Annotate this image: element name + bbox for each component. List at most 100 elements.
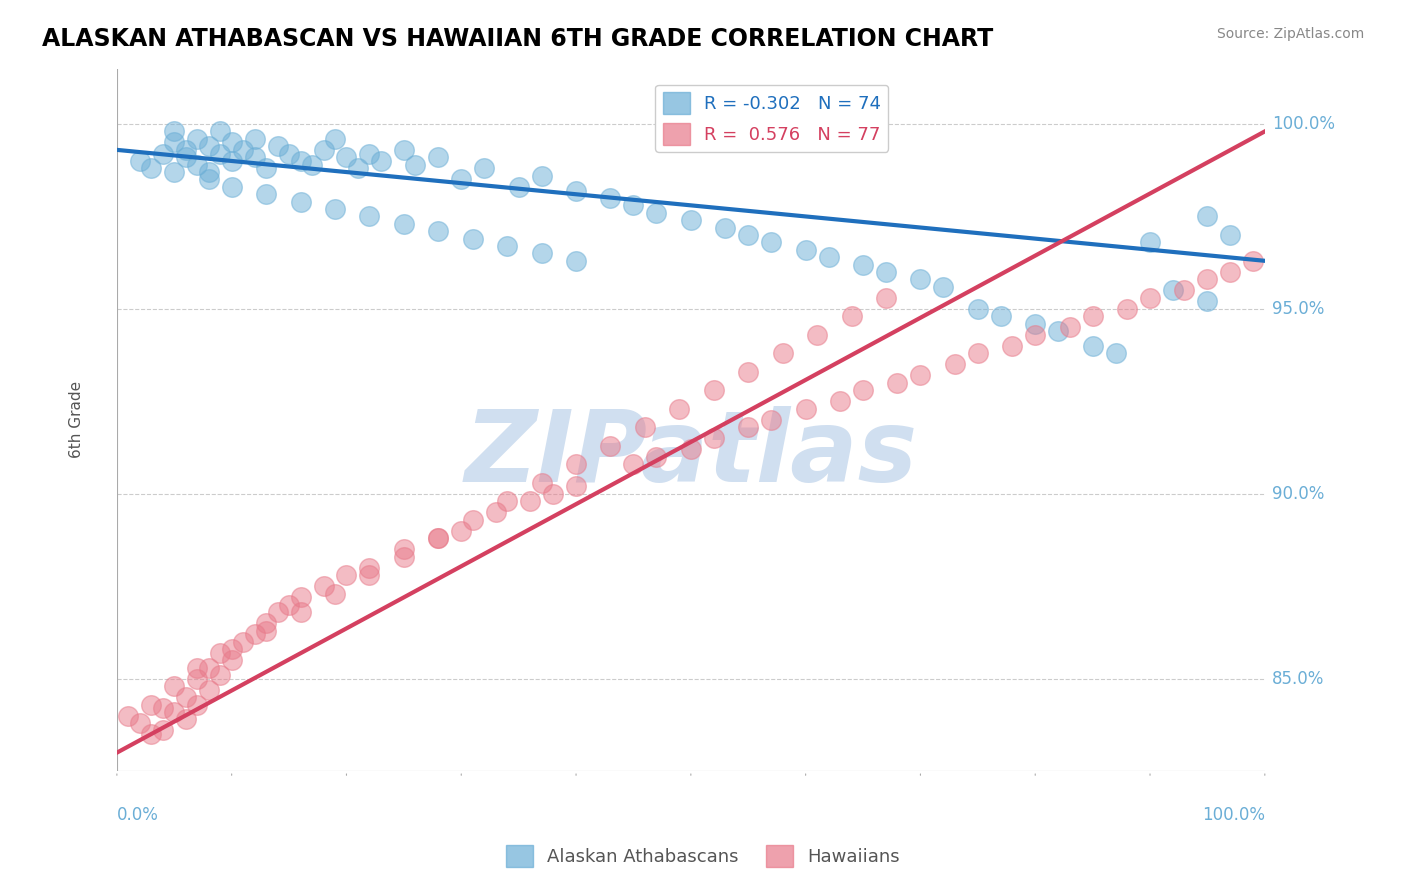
Point: [163, 124, 186, 138]
Point: [128, 716, 150, 731]
Point: [828, 394, 851, 409]
Point: [209, 646, 232, 660]
Point: [392, 549, 415, 564]
Text: 100.0%: 100.0%: [1202, 806, 1265, 824]
Point: [243, 627, 266, 641]
Point: [472, 161, 495, 176]
Text: 85.0%: 85.0%: [1272, 670, 1324, 688]
Point: [359, 210, 381, 224]
Point: [141, 161, 163, 176]
Point: [714, 220, 737, 235]
Point: [565, 184, 588, 198]
Point: [886, 376, 908, 390]
Point: [174, 712, 197, 726]
Point: [128, 153, 150, 168]
Point: [290, 194, 312, 209]
Point: [943, 357, 966, 371]
Point: [496, 239, 519, 253]
Point: [1104, 346, 1126, 360]
Point: [254, 616, 277, 631]
Point: [1219, 227, 1241, 242]
Point: [737, 365, 759, 379]
Point: [623, 198, 645, 212]
Point: [163, 679, 186, 693]
Point: [761, 235, 783, 250]
Point: [254, 624, 277, 638]
Text: ALASKAN ATHABASCAN VS HAWAIIAN 6TH GRADE CORRELATION CHART: ALASKAN ATHABASCAN VS HAWAIIAN 6TH GRADE…: [42, 27, 994, 51]
Point: [197, 660, 219, 674]
Point: [117, 708, 139, 723]
Point: [450, 524, 472, 538]
Point: [737, 420, 759, 434]
Point: [197, 139, 219, 153]
Point: [254, 161, 277, 176]
Point: [186, 158, 208, 172]
Point: [335, 568, 357, 582]
Point: [209, 124, 232, 138]
Point: [910, 368, 932, 383]
Point: [290, 591, 312, 605]
Point: [141, 727, 163, 741]
Point: [1197, 210, 1219, 224]
Text: 100.0%: 100.0%: [1272, 115, 1334, 133]
Point: [1173, 284, 1195, 298]
Point: [852, 383, 875, 397]
Point: [427, 150, 450, 164]
Legend: Alaskan Athabascans, Hawaiians: Alaskan Athabascans, Hawaiians: [499, 838, 907, 874]
Point: [910, 272, 932, 286]
Point: [427, 224, 450, 238]
Point: [347, 161, 370, 176]
Point: [634, 420, 657, 434]
Point: [645, 205, 668, 219]
Point: [186, 672, 208, 686]
Point: [1139, 291, 1161, 305]
Point: [966, 301, 988, 316]
Point: [197, 682, 219, 697]
Point: [737, 227, 759, 242]
Point: [427, 531, 450, 545]
Point: [530, 169, 553, 183]
Point: [243, 150, 266, 164]
Point: [278, 146, 301, 161]
Point: [163, 705, 186, 719]
Point: [323, 587, 346, 601]
Point: [852, 258, 875, 272]
Point: [221, 653, 243, 667]
Point: [1219, 265, 1241, 279]
Point: [186, 132, 208, 146]
Text: 6th Grade: 6th Grade: [69, 381, 84, 458]
Point: [221, 136, 243, 150]
Point: [209, 668, 232, 682]
Point: [266, 139, 288, 153]
Point: [312, 143, 335, 157]
Point: [254, 187, 277, 202]
Point: [1197, 294, 1219, 309]
Point: [679, 442, 702, 457]
Point: [508, 179, 530, 194]
Point: [266, 605, 288, 619]
Point: [1116, 301, 1139, 316]
Point: [221, 153, 243, 168]
Point: [990, 310, 1012, 324]
Point: [1081, 339, 1104, 353]
Point: [599, 191, 621, 205]
Point: [404, 158, 426, 172]
Point: [794, 243, 817, 257]
Point: [186, 660, 208, 674]
Point: [668, 401, 690, 416]
Point: [323, 202, 346, 216]
Point: [209, 146, 232, 161]
Text: 90.0%: 90.0%: [1272, 484, 1324, 503]
Point: [966, 346, 988, 360]
Point: [197, 172, 219, 186]
Point: [392, 542, 415, 557]
Point: [152, 701, 174, 715]
Point: [186, 698, 208, 712]
Point: [794, 401, 817, 416]
Point: [806, 327, 828, 342]
Point: [565, 457, 588, 471]
Point: [461, 513, 484, 527]
Point: [1001, 339, 1024, 353]
Point: [221, 642, 243, 657]
Point: [761, 413, 783, 427]
